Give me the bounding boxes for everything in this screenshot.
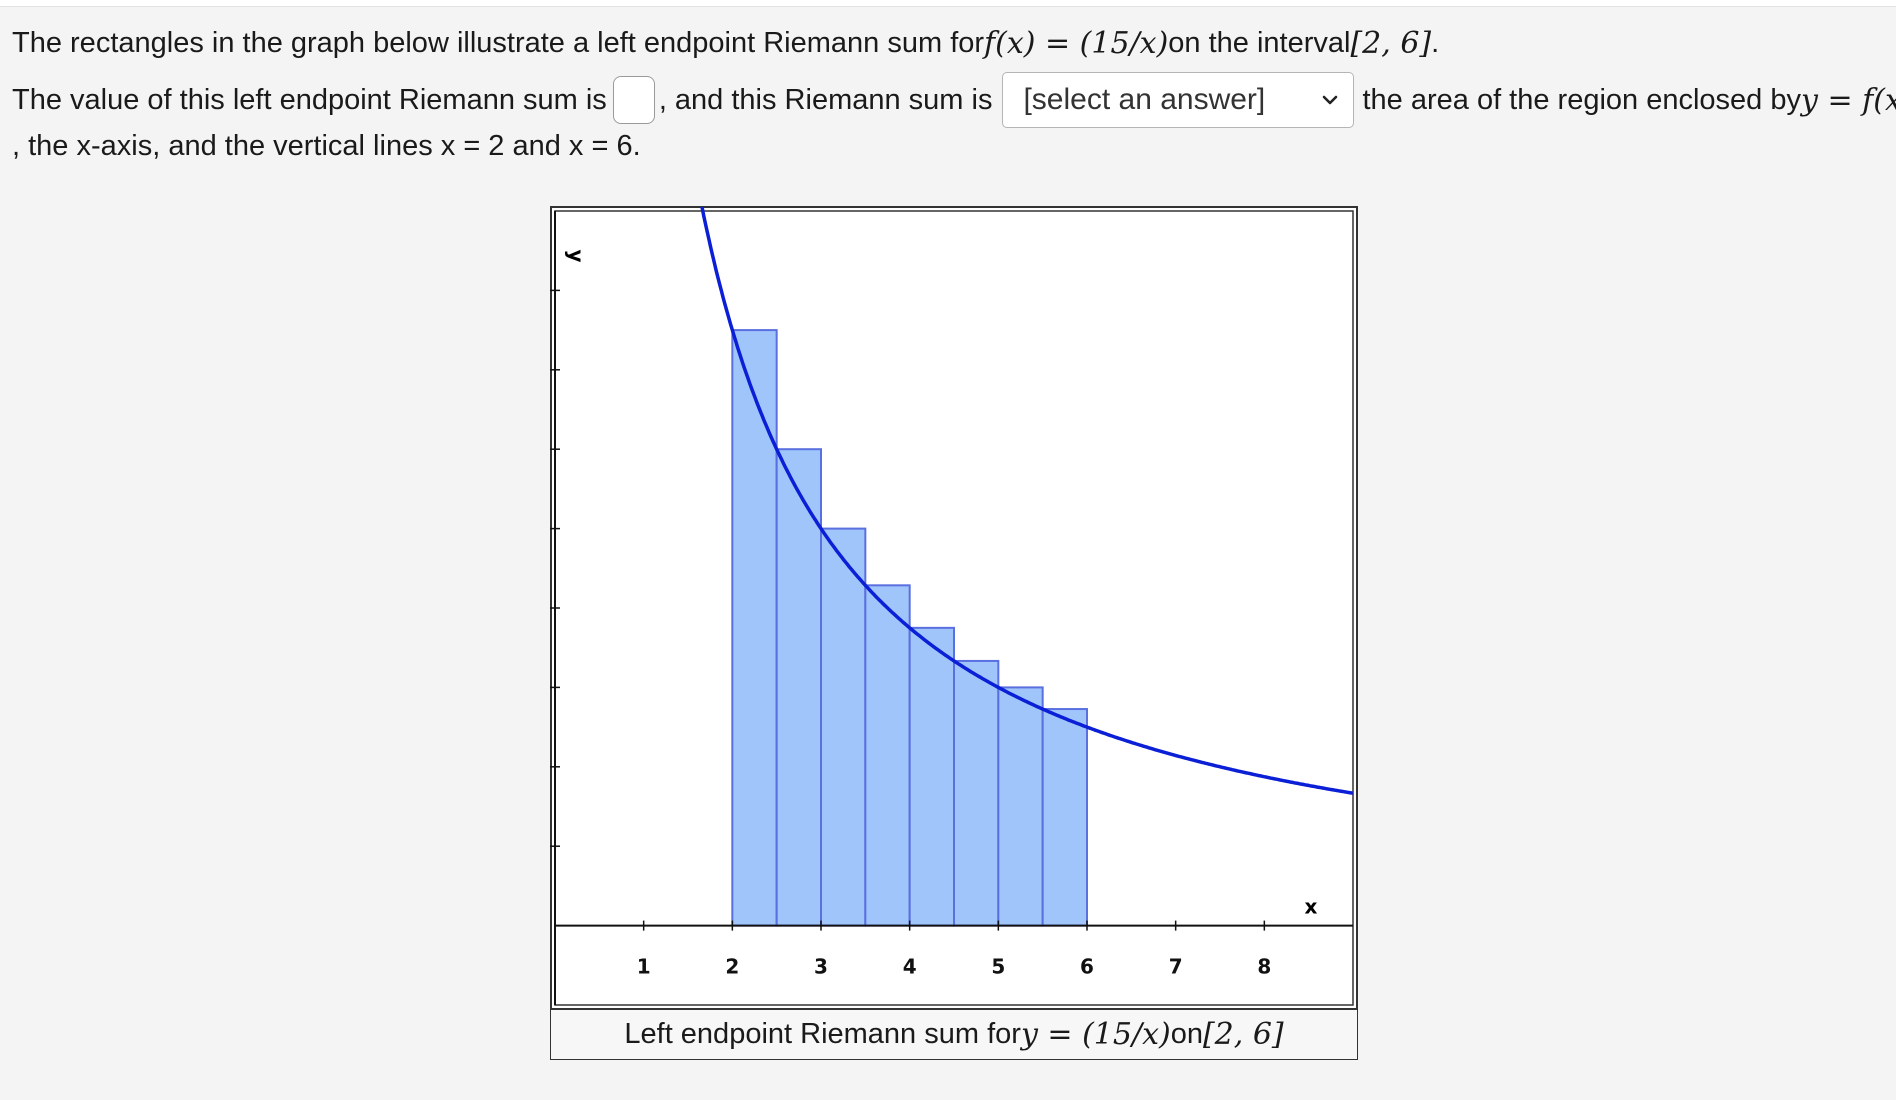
x-tick-label: 4 <box>903 955 917 979</box>
riemann-sum-graph: 1234567812345678 x y <box>550 206 1358 1060</box>
x-tick-label: 2 <box>725 955 739 979</box>
riemann-rectangle <box>865 585 909 925</box>
graph-svg: 1234567812345678 x y <box>550 206 1358 1010</box>
question-line-3: , the x-axis, and the vertical lines x =… <box>12 130 641 163</box>
caption-text-b: on <box>1171 1018 1203 1051</box>
comparison-select-value: [select an answer] <box>1023 83 1265 117</box>
function-formula: f(x) = (15/x) <box>984 26 1168 61</box>
x-tick-label: 1 <box>637 955 651 979</box>
x-tick-label: 8 <box>1257 955 1271 979</box>
question-text-2a: The value of this left endpoint Riemann … <box>12 84 607 117</box>
x-axis-label: x <box>1305 895 1318 919</box>
riemann-sum-answer-input[interactable] <box>613 76 655 124</box>
question-line-1: The rectangles in the graph below illust… <box>12 26 1439 61</box>
riemann-rectangle <box>954 661 998 926</box>
chevron-down-icon <box>1321 91 1339 109</box>
top-rule <box>0 0 1896 7</box>
x-tick-label: 7 <box>1169 955 1183 979</box>
y-axis-label: y <box>565 249 589 262</box>
question-text-1a: The rectangles in the graph below illust… <box>12 27 984 60</box>
question-text-1c: . <box>1431 27 1439 60</box>
question-text-3: , the x-axis, and the vertical lines x =… <box>12 130 641 163</box>
comparison-select[interactable]: [select an answer] <box>1002 72 1354 128</box>
caption-interval: [2, 6] <box>1203 1017 1284 1052</box>
interval-text: [2, 6] <box>1350 26 1431 61</box>
riemann-rectangle <box>732 330 776 926</box>
question-text-2b: , and this Riemann sum is <box>659 84 993 117</box>
question-text-2c: the area of the region enclosed by <box>1362 84 1801 117</box>
caption-formula: y = (15/x) <box>1021 1017 1171 1052</box>
x-tick-label: 6 <box>1080 955 1094 979</box>
riemann-rectangle <box>821 529 865 926</box>
graph-caption: Left endpoint Riemann sum for y = (15/x)… <box>550 1010 1358 1060</box>
x-tick-label: 5 <box>991 955 1005 979</box>
question-text-1b: on the interval <box>1168 27 1350 60</box>
x-tick-label: 3 <box>814 955 828 979</box>
riemann-rectangle <box>1043 709 1087 926</box>
caption-text-a: Left endpoint Riemann sum for <box>624 1018 1021 1051</box>
question-line-2: The value of this left endpoint Riemann … <box>12 72 1896 128</box>
region-formula: y = f(x) <box>1801 83 1896 118</box>
riemann-rectangle <box>998 687 1042 925</box>
riemann-rectangle <box>910 628 954 926</box>
